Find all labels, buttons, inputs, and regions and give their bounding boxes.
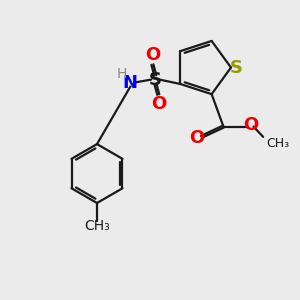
Text: O: O: [189, 129, 205, 147]
Text: O: O: [145, 46, 160, 64]
Text: O: O: [151, 95, 166, 113]
Text: O: O: [244, 116, 259, 134]
Text: S: S: [149, 70, 162, 88]
Text: S: S: [230, 58, 243, 76]
Text: N: N: [123, 74, 138, 92]
Text: H: H: [117, 67, 127, 81]
Text: CH₃: CH₃: [84, 219, 110, 233]
Text: CH₃: CH₃: [266, 137, 289, 150]
